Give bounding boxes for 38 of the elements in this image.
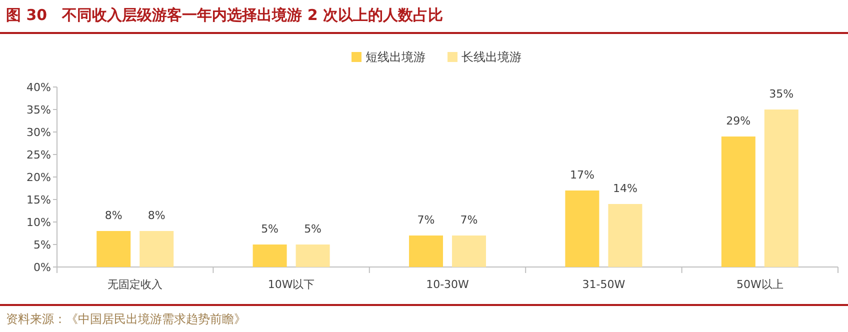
bar: [565, 190, 600, 267]
legend-label: 长线出境游: [462, 50, 522, 64]
bar: [252, 244, 287, 267]
data-label: 7%: [417, 214, 435, 226]
data-label: 5%: [261, 222, 279, 236]
legend-label: 短线出境游: [366, 50, 426, 64]
y-tick-label: 5%: [34, 238, 51, 252]
text: 资料来源：《中国居民出境游需求趋势前瞻》: [6, 312, 246, 326]
data-label: 29%: [726, 114, 751, 128]
bar: [140, 231, 174, 267]
chart-title: 图 30 不同收入层级游客一年内选择出境游 2 次以上的人数占比: [6, 6, 443, 24]
data-label: 35%: [769, 88, 794, 100]
y-tick-label: 25%: [26, 148, 51, 162]
x-tick-label: 50W以上: [736, 278, 784, 291]
x-tick-label: 10-30W: [426, 278, 470, 291]
data-label: 14%: [612, 182, 638, 195]
y-tick-label: 15%: [26, 194, 51, 206]
data-label: 7%: [460, 214, 478, 226]
bar: [409, 236, 443, 267]
bar: [764, 110, 798, 267]
y-tick-label: 30%: [26, 126, 51, 139]
x-tick-label: 31-50W: [582, 278, 626, 291]
x-tick-label: 无固定收入: [108, 278, 163, 291]
bar: [608, 204, 642, 267]
bar: [452, 236, 486, 267]
bar: [96, 231, 131, 267]
y-tick-label: 40%: [26, 81, 51, 94]
data-label: 5%: [304, 222, 322, 236]
y-tick-label: 10%: [26, 216, 51, 229]
y-tick-label: 20%: [26, 171, 51, 184]
bar: [721, 136, 756, 267]
data-label: 8%: [148, 209, 166, 222]
bar: [296, 244, 330, 267]
x-tick-label: 10W以下: [268, 278, 315, 291]
data-label: 8%: [104, 209, 122, 222]
y-tick-label: 35%: [26, 104, 51, 116]
y-tick-label: 0%: [34, 261, 51, 274]
data-label: 17%: [570, 168, 594, 182]
